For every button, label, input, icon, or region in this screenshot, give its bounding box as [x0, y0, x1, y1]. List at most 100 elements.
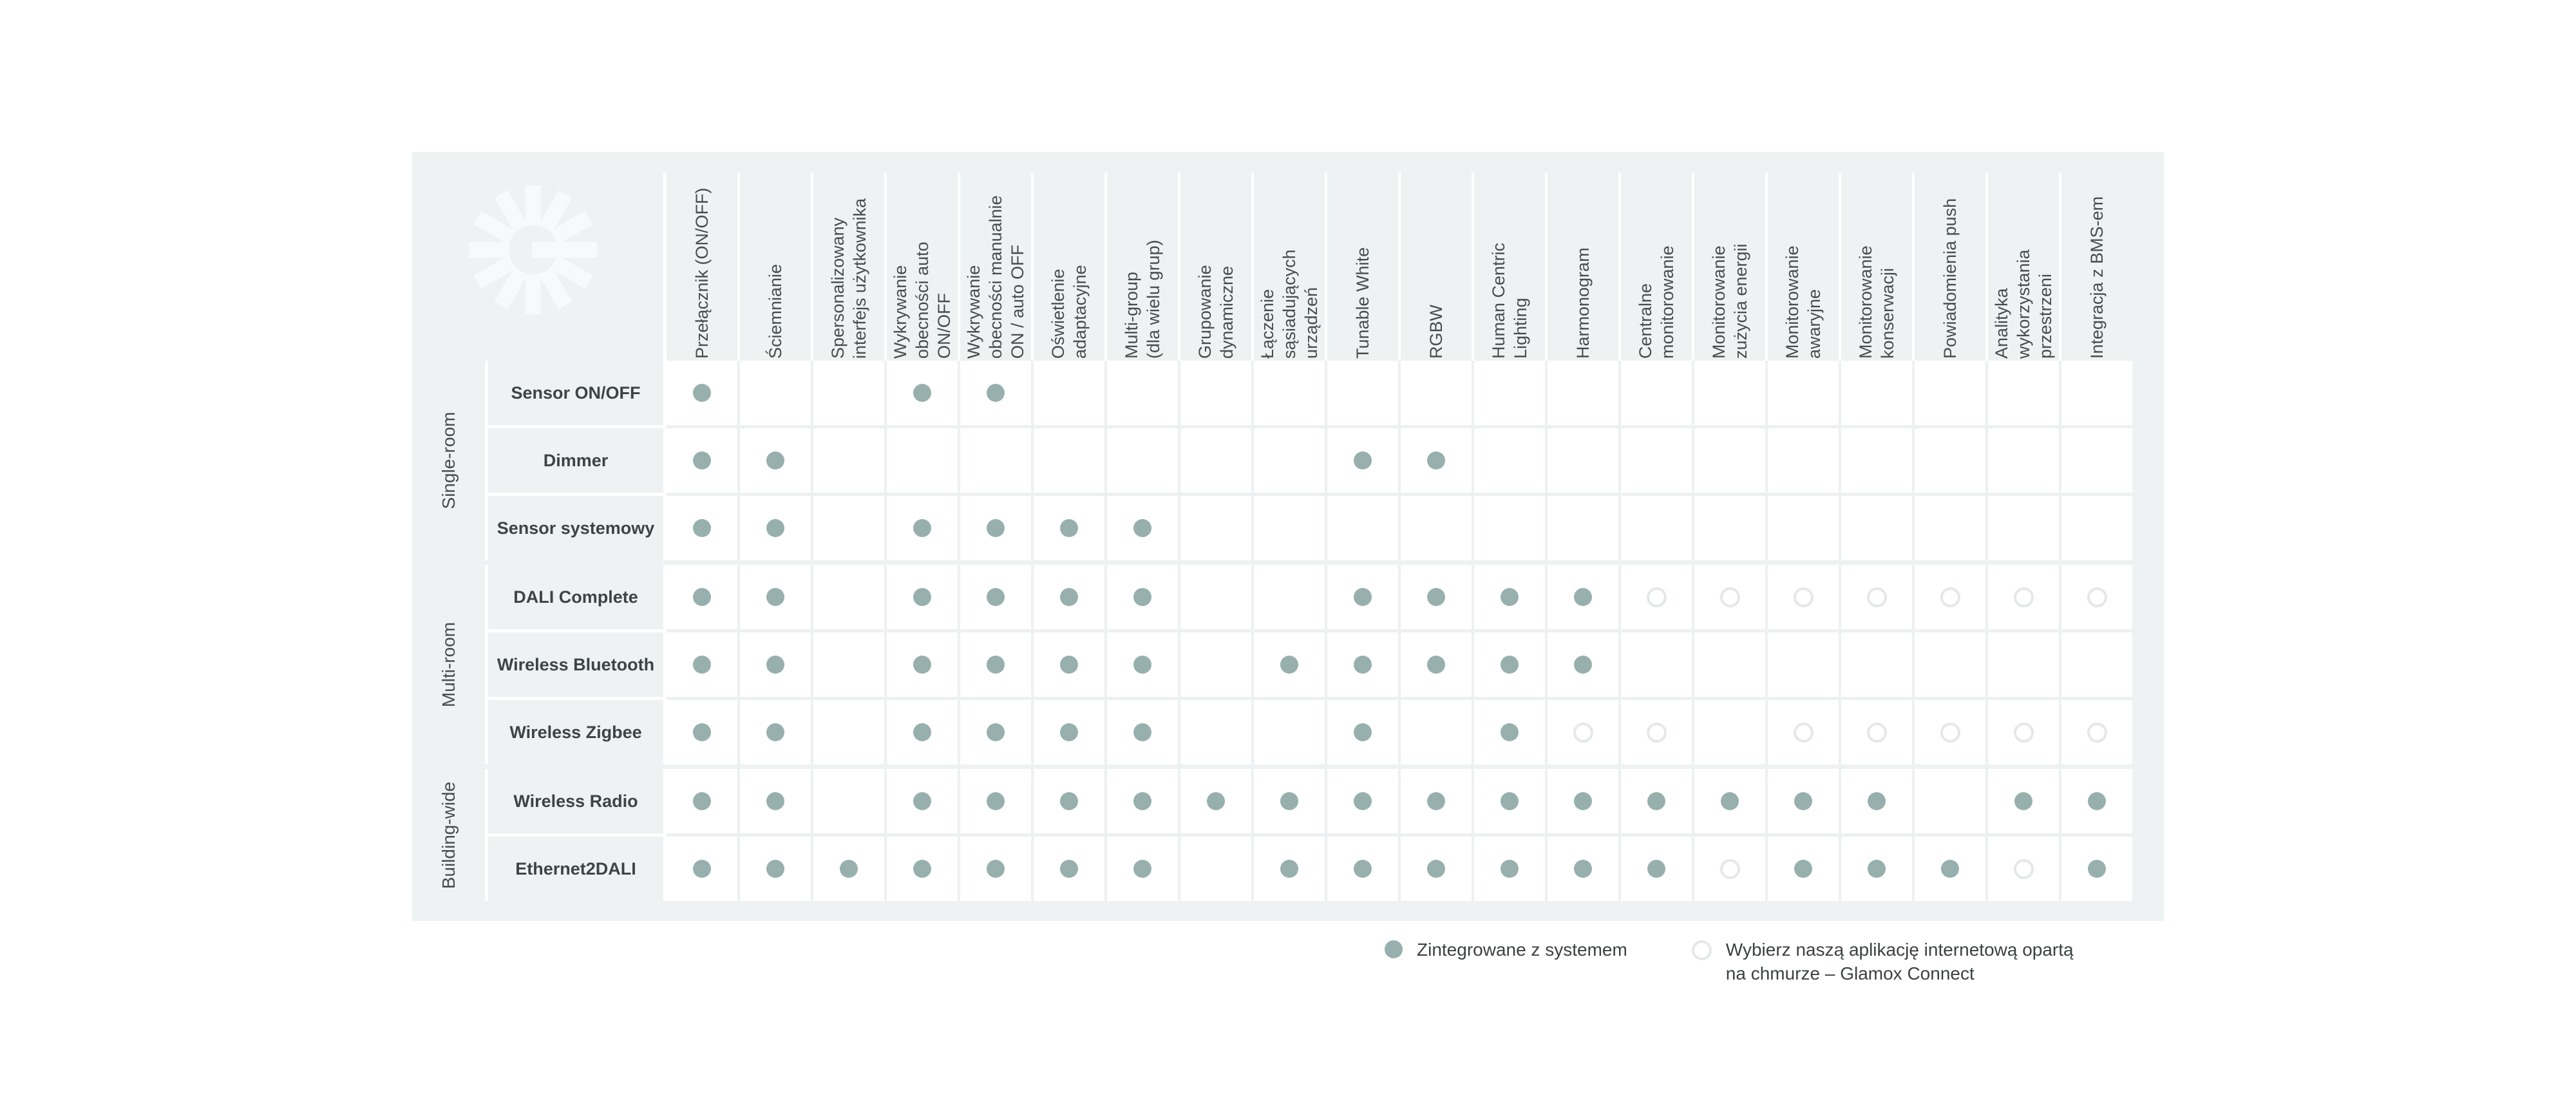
matrix-cell: [740, 361, 813, 428]
column-header-label: Monitorowanie awaryjne: [1783, 245, 1824, 359]
filled-dot-icon: [987, 792, 1005, 810]
matrix-cell: [1768, 837, 1841, 901]
matrix-cell: [1474, 700, 1548, 764]
filled-dot-icon: [2088, 792, 2106, 810]
matrix-cell: [887, 700, 960, 764]
matrix-cell: [1180, 565, 1254, 632]
matrix-cell: [1327, 700, 1401, 764]
row-label: Wireless Bluetooth: [488, 632, 667, 700]
matrix-cell: [1180, 632, 1254, 700]
legend: Zintegrowane z systemem Wybierz naszą ap…: [1385, 938, 2074, 985]
filled-dot-icon: [1060, 792, 1078, 810]
column-header-4: Wykrywanie obecności auto ON/OFF: [887, 173, 958, 361]
open-circle-icon: [1793, 722, 1814, 743]
matrix-row: Wireless Zigbee: [488, 700, 2132, 764]
matrix-cell: [813, 428, 887, 496]
matrix-cell: [960, 769, 1034, 837]
column-header-9: Łączenie sąsiadujących urządzeń: [1254, 173, 1325, 361]
open-circle-icon: [2087, 587, 2107, 607]
matrix-cell: [1180, 496, 1254, 560]
matrix-cell: [1915, 769, 1988, 837]
matrix-cell: [1841, 361, 1915, 428]
matrix-cell: [740, 700, 813, 764]
matrix-cell: [960, 428, 1034, 496]
open-circle-icon: [1646, 722, 1667, 743]
matrix-cell: [1548, 700, 1621, 764]
matrix-cell: [1841, 428, 1915, 496]
matrix-cell: [1694, 632, 1768, 700]
matrix-cell: [667, 769, 740, 837]
column-header-label: Monitorowanie zużycia energii: [1709, 243, 1750, 359]
filled-dot-icon: [1501, 860, 1519, 878]
matrix-cell: [1768, 700, 1841, 764]
matrix-cell: [887, 837, 960, 901]
matrix-cell: [2061, 496, 2132, 560]
matrix-cell: [1694, 361, 1768, 428]
filled-dot-icon: [693, 451, 711, 469]
matrix-row: Sensor systemowy: [488, 496, 2132, 560]
matrix-cell: [1107, 700, 1180, 764]
row-group-multi-room: Multi-room DALI Complete Wireless Bluetoot…: [412, 565, 2132, 764]
filled-dot-icon: [1574, 792, 1592, 810]
open-circle-icon: [1573, 722, 1593, 743]
matrix-cell: [2061, 632, 2132, 700]
filled-dot-icon: [693, 384, 711, 402]
matrix-cell: [1694, 565, 1768, 632]
column-header-8: Grupowanie dynamiczne: [1180, 173, 1251, 361]
matrix-cell: [1841, 632, 1915, 700]
filled-dot-icon: [766, 656, 784, 674]
matrix-cell: [1327, 496, 1401, 560]
matrix-cell: [1474, 428, 1548, 496]
filled-dot-icon: [1133, 792, 1151, 810]
matrix-cell: [1254, 769, 1327, 837]
matrix-cell: [813, 361, 887, 428]
column-header-label: Wykrywanie obecności manualnie ON / auto…: [964, 195, 1027, 359]
column-header-label: Grupowanie dynamiczne: [1195, 265, 1236, 359]
column-header-label: Multi-group (dla wielu grup): [1122, 240, 1163, 359]
filled-dot-icon: [1868, 860, 1886, 878]
column-header-10: Tunable White: [1327, 173, 1398, 361]
matrix-row: Sensor ON/OFF: [488, 361, 2132, 428]
matrix-cell: [1548, 632, 1621, 700]
filled-dot-icon: [987, 723, 1005, 741]
column-header-1: Przełącznik (ON/OFF): [667, 173, 737, 361]
matrix-cell: [1401, 361, 1474, 428]
column-header-label: Wykrywanie obecności auto ON/OFF: [891, 242, 954, 359]
column-header-label: Przełącznik (ON/OFF): [692, 187, 712, 359]
matrix-cell: [2061, 700, 2132, 764]
column-header-7: Multi-group (dla wielu grup): [1107, 173, 1178, 361]
filled-dot-icon: [1280, 860, 1298, 878]
matrix-cell: [2061, 769, 2132, 837]
matrix-cell: [1768, 769, 1841, 837]
filled-dot-icon: [1427, 656, 1445, 674]
filled-dot-icon: [1721, 792, 1739, 810]
matrix-cell: [1915, 496, 1988, 560]
row-label: Sensor ON/OFF: [488, 361, 667, 428]
matrix-cell: [1915, 565, 1988, 632]
row-label: DALI Complete: [488, 565, 667, 632]
matrix-cell: [813, 496, 887, 560]
matrix-body: Single-room Sensor ON/OFF Dimmer Sensor sys…: [412, 361, 2132, 901]
column-header-label: Oświetlenie adaptacyjne: [1048, 265, 1090, 359]
matrix-cell: [1621, 700, 1694, 764]
filled-dot-icon: [1354, 860, 1372, 878]
open-circle-icon: [2013, 587, 2034, 607]
column-header-label: Human Centric Lighting: [1489, 242, 1530, 359]
matrix-cell: [960, 837, 1034, 901]
column-header-15: Monitorowanie zużycia energii: [1694, 173, 1765, 361]
row-label: Ethernet2DALI: [488, 837, 667, 901]
matrix-cell: [1621, 632, 1694, 700]
filled-dot-icon: [1060, 860, 1078, 878]
matrix-cell: [1107, 428, 1180, 496]
filled-dot-icon: [766, 723, 784, 741]
matrix-cell: [813, 837, 887, 901]
row-label: Sensor systemowy: [488, 496, 667, 560]
column-header-17: Monitorowanie konserwacji: [1841, 173, 1912, 361]
column-header-label: RGBW: [1426, 305, 1446, 359]
matrix-cell: [1474, 632, 1548, 700]
matrix-cell: [1988, 837, 2061, 901]
matrix-cell: [1474, 565, 1548, 632]
filled-dot-icon: [1427, 588, 1445, 606]
filled-dot-icon: [1354, 588, 1372, 606]
filled-dot-icon: [693, 656, 711, 674]
